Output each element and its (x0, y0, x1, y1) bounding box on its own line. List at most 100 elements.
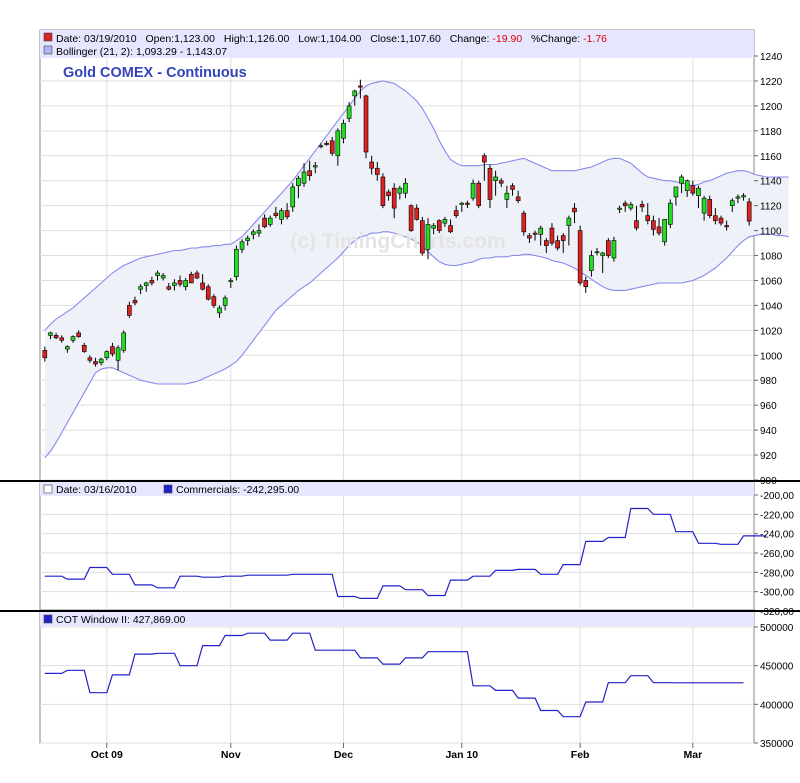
candle (487, 164, 493, 209)
month-label: Feb (571, 749, 590, 761)
candle-body (521, 212, 527, 233)
candle-body (729, 200, 735, 206)
candle-body (110, 346, 115, 355)
chart-title: Gold COMEX - Continuous (63, 65, 247, 81)
candle (149, 276, 155, 286)
candle-body (363, 95, 369, 153)
candle-body (482, 155, 487, 163)
candle-body (403, 182, 408, 194)
candle (346, 102, 352, 123)
price-y-tick-label: 960 (760, 401, 777, 412)
legend-change-value: -19.90 (492, 33, 522, 45)
candle-body (211, 296, 217, 306)
price-y-tick-label: 920 (760, 451, 777, 462)
candle (470, 179, 476, 201)
candle (538, 225, 543, 246)
candle (104, 350, 110, 361)
candle (622, 200, 628, 212)
month-label: Nov (221, 749, 241, 761)
candle-body (696, 187, 701, 196)
candle (172, 279, 177, 291)
candle-body (594, 251, 600, 254)
candle (656, 218, 662, 236)
candle-body (465, 202, 470, 205)
candle (245, 235, 250, 246)
candle (662, 219, 667, 246)
candle-body (143, 282, 149, 286)
legend-pct-label: %Change: (531, 33, 580, 45)
candle-body (335, 130, 341, 157)
candle (515, 190, 521, 204)
candle (589, 250, 594, 277)
candle-body (713, 215, 718, 221)
candle-body (279, 210, 284, 220)
candle-body (566, 217, 572, 226)
candle-body (667, 202, 673, 225)
candle-body (532, 232, 538, 235)
price-y-tick-label: 1080 (760, 252, 783, 263)
candle-body (459, 202, 465, 205)
candle (352, 89, 358, 106)
candle-body (346, 105, 352, 119)
candle (606, 238, 611, 259)
candle (284, 203, 290, 220)
cot-y-tick-label: -240,00 (760, 530, 794, 541)
window-legend-text: COT Window II: 427,869.00 (56, 614, 186, 626)
candle-body (200, 282, 205, 290)
candle (65, 345, 70, 353)
window-y-tick-label: 500000 (760, 623, 794, 634)
price-y-tick-label: 1060 (760, 276, 783, 287)
candle-body (634, 220, 639, 229)
candle-body (296, 177, 301, 186)
candle (746, 198, 752, 226)
cot-y-tick-label: -320,00 (760, 607, 794, 618)
candle (476, 180, 482, 209)
candle (87, 355, 93, 363)
candle-body (329, 140, 335, 154)
candle-body (132, 300, 138, 304)
candle-body (301, 171, 307, 184)
candle-body (87, 357, 93, 361)
candle-body (222, 297, 228, 306)
candle-body (425, 224, 431, 250)
candle (667, 199, 673, 229)
candle-body (510, 185, 515, 190)
candle (217, 305, 222, 318)
cot-legend-date: Date: 03/16/2010 (56, 484, 137, 496)
candle-body (420, 220, 425, 254)
candle-body (380, 176, 386, 206)
candle (724, 220, 729, 231)
candle (234, 245, 239, 281)
candle (741, 193, 746, 201)
candle-body (544, 240, 549, 246)
candle (645, 203, 651, 225)
candle (262, 214, 267, 229)
cot-y-tick-label: -300,00 (760, 588, 794, 599)
cot-legend-date-swatch (43, 484, 53, 494)
candle (160, 272, 166, 281)
candle-body (228, 280, 234, 283)
legend-close: Close:1,107.60 (370, 33, 441, 45)
cot-y-tick-label: -280,00 (760, 568, 794, 579)
candle-body (527, 235, 532, 239)
candle (374, 162, 380, 181)
candle-body (307, 170, 312, 177)
candle-body (498, 180, 504, 184)
candle (155, 270, 160, 281)
month-label: Mar (683, 749, 702, 761)
candle-body (583, 280, 589, 288)
candle (194, 270, 200, 280)
legend-open: Open:1,123.00 (146, 33, 216, 45)
candle-body (470, 182, 476, 199)
candle (453, 205, 459, 219)
candle (110, 342, 115, 357)
candle-body (267, 217, 273, 225)
legend-date: Date: 03/19/2010 (56, 33, 137, 45)
candle-body (205, 286, 211, 300)
candle-body (572, 207, 577, 213)
candle-body (679, 176, 684, 184)
price-y-tick-label: 1220 (760, 77, 783, 88)
candle-body (431, 225, 436, 229)
candle (222, 295, 228, 311)
candle-body (98, 358, 104, 364)
